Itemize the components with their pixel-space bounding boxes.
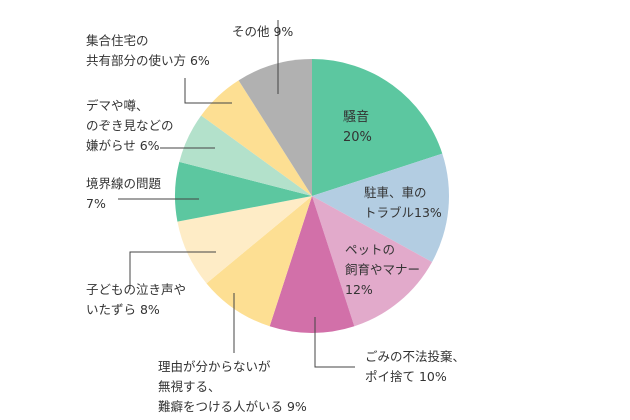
label-line: 7% <box>86 196 106 211</box>
label-line: デマや噂、 <box>86 98 149 113</box>
label-line: 共有部分の使い方 6% <box>86 53 210 68</box>
label-line: のぞき見などの <box>86 118 174 133</box>
label-ignore: 理由が分からないが 無視する、 難癖をつける人がいる 9% <box>158 357 307 417</box>
label-boundary: 境界線の問題 7% <box>86 174 161 214</box>
label-children: 子どもの泣き声や いたずら 8% <box>86 280 186 320</box>
label-pets: ペットの 飼育やマナー 12% <box>345 240 420 300</box>
label-line: 嫌がらせ 6% <box>86 138 160 153</box>
pie-slice-5 <box>177 196 312 284</box>
label-line: 難癖をつける人がいる 9% <box>158 399 307 414</box>
label-line: 理由が分からないが <box>158 359 271 374</box>
pie-slice-2 <box>312 196 433 327</box>
label-line: ペットの <box>345 242 396 257</box>
pie-slice-7 <box>179 115 312 196</box>
pie-slice-4 <box>206 196 312 327</box>
pie-slice-1 <box>312 153 449 263</box>
label-line: 騒音 <box>343 110 370 125</box>
label-line: トラブル13% <box>364 205 442 220</box>
pie-slice-0 <box>312 59 443 196</box>
label-noise: 騒音 20% <box>343 108 372 148</box>
label-line: いたずら 8% <box>86 302 160 317</box>
leader-line-garbage <box>314 317 355 368</box>
label-parking: 駐車、車の トラブル13% <box>364 183 442 223</box>
pie-slice-8 <box>201 80 312 196</box>
pie-slice-6 <box>175 161 312 222</box>
label-line: 駐車、車の <box>364 185 427 200</box>
label-line: その他 9% <box>232 24 294 39</box>
label-line: 20% <box>343 130 372 145</box>
label-line: 集合住宅の <box>86 33 149 48</box>
leader-line-shared-space <box>184 78 232 104</box>
label-other: その他 9% <box>232 22 293 42</box>
label-line: 境界線の問題 <box>86 176 162 191</box>
leader-line-children <box>129 251 216 289</box>
label-line: ポイ捨て 10% <box>365 369 447 384</box>
label-line: ごみの不法投棄、 <box>365 349 466 364</box>
pie-slice-9 <box>238 59 312 196</box>
label-line: 12% <box>345 282 373 297</box>
label-shared-space: 集合住宅の 共有部分の使い方 6% <box>86 31 210 71</box>
label-line: 子どもの泣き声や <box>86 282 187 297</box>
label-rumor: デマや噂、 のぞき見などの 嫌がらせ 6% <box>86 96 174 156</box>
pie-slice-3 <box>269 196 355 333</box>
label-garbage: ごみの不法投棄、 ポイ捨て 10% <box>365 347 465 387</box>
label-line: 無視する、 <box>158 379 221 394</box>
label-line: 飼育やマナー <box>345 262 421 277</box>
